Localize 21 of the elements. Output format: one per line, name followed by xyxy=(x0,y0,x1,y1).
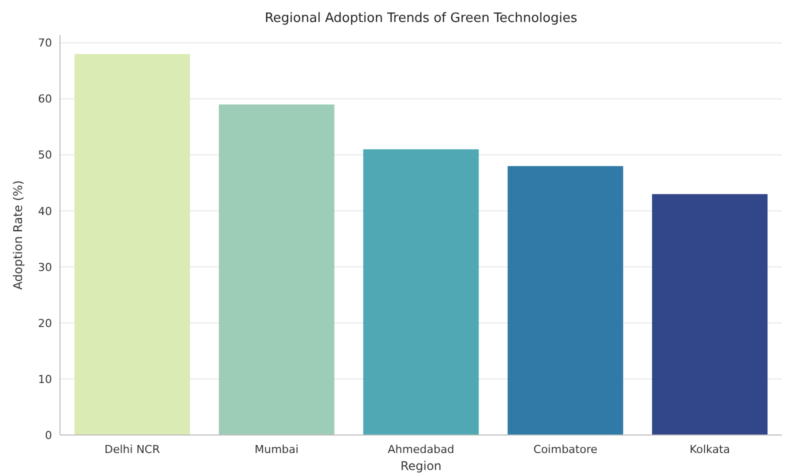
x-tick-label: Mumbai xyxy=(254,443,299,456)
y-tick-label: 10 xyxy=(38,372,52,386)
y-tick-label: 50 xyxy=(38,148,52,162)
y-tick-label: 20 xyxy=(38,316,52,330)
bar xyxy=(508,166,624,435)
bar xyxy=(74,54,190,435)
x-axis-title: Region xyxy=(400,459,442,473)
x-tick-label: Delhi NCR xyxy=(104,443,160,456)
y-tick-label: 30 xyxy=(38,260,52,274)
y-tick-label: 70 xyxy=(38,36,52,50)
y-tick-label: 40 xyxy=(38,204,52,218)
x-tick-label: Kolkata xyxy=(690,443,730,456)
y-tick-label: 0 xyxy=(45,428,52,442)
x-tick-label: Coimbatore xyxy=(533,443,598,456)
y-axis-title: Adoption Rate (%) xyxy=(11,180,25,290)
y-tick-label: 60 xyxy=(38,92,52,106)
bar xyxy=(218,104,334,435)
bar xyxy=(363,149,479,435)
x-tick-label: Ahmedabad xyxy=(388,443,454,456)
bar xyxy=(652,194,768,435)
chart-title: Regional Adoption Trends of Green Technologies xyxy=(264,11,578,26)
